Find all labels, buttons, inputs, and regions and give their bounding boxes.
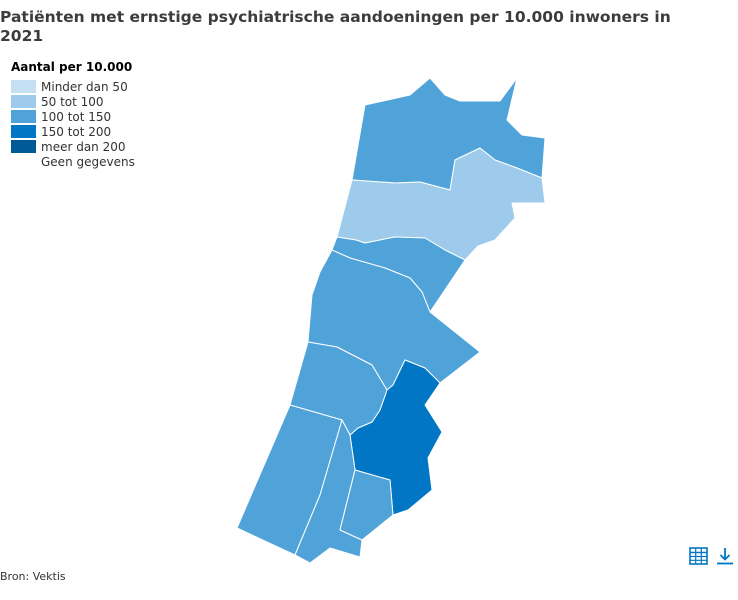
legend-item-150-tot-200[interactable]: 150 tot 200 [11, 124, 181, 139]
legend-title: Aantal per 10.000 [11, 60, 133, 74]
legend-item-100-tot-150[interactable]: 100 tot 150 [11, 109, 181, 124]
legend-label: 150 tot 200 [41, 124, 112, 139]
download-button[interactable] [714, 545, 736, 567]
legend-swatch [11, 95, 36, 108]
legend-label: meer dan 200 [41, 139, 126, 154]
legend-label: Geen gegevens [41, 154, 135, 169]
table-view-button[interactable] [688, 545, 710, 567]
legend-swatch [11, 140, 36, 153]
legend-label: 100 tot 150 [41, 109, 112, 124]
legend-swatch [11, 110, 36, 123]
legend-label: Minder dan 50 [41, 79, 128, 94]
source-note: Bron: Vektis [0, 570, 66, 583]
legend-item-50-tot-100[interactable]: 50 tot 100 [11, 94, 181, 109]
download-icon [717, 548, 733, 565]
south-region[interactable] [294, 419, 363, 564]
legend-item-minder-dan-50[interactable]: Minder dan 50 [11, 79, 181, 94]
legend-swatch [11, 155, 36, 168]
south-small-region[interactable] [339, 469, 394, 541]
chart-title: Patiënten met ernstige psychiatrische aa… [0, 8, 671, 45]
legend-item-geen-gegevens[interactable]: Geen gegevens [11, 154, 181, 169]
legend-label: 50 tot 100 [41, 94, 104, 109]
legend-swatch [11, 80, 36, 93]
legend: Aantal per 10.000 Minder dan 50 50 tot 1… [11, 59, 181, 169]
legend-swatch [11, 125, 36, 138]
table-icon [689, 547, 708, 565]
legend-item-meer-dan-200[interactable]: meer dan 200 [11, 139, 181, 154]
